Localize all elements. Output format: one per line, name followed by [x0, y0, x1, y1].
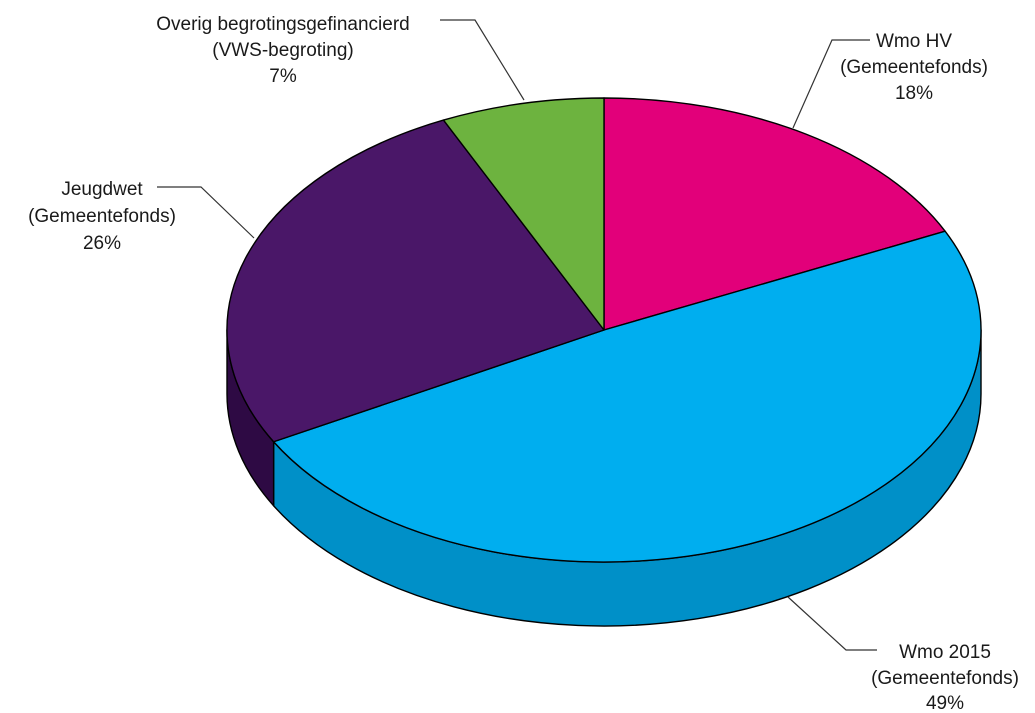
- leader-line-jeugdwet: [157, 186, 255, 239]
- pie-slice-jeugdwet: [226, 119, 605, 443]
- pie-slice-overig-begrotingsgefinancierd: [442, 97, 605, 331]
- label-wmo-hv-value: 18%: [895, 83, 933, 104]
- leader-line-wmo-2015: [787, 596, 877, 651]
- label-overig-value: 7%: [269, 66, 297, 87]
- pie-slice-wmo-hv: [603, 97, 946, 331]
- label-overig-name: Overig begrotingsgefinancierd: [156, 14, 410, 35]
- pie-tops: [226, 97, 982, 563]
- label-leaders: [157, 19, 877, 651]
- label-overig-sub: (VWS-begroting): [212, 40, 354, 61]
- pie-slice-wmo-2015: [272, 230, 982, 563]
- label-jeugdwet-sub: (Gemeentefonds): [28, 206, 176, 227]
- label-wmo-hv-name: Wmo HV: [876, 31, 952, 52]
- label-wmo-2015-name: Wmo 2015: [899, 642, 991, 663]
- leader-line-wmo-hv: [792, 39, 870, 129]
- label-wmo-2015-sub: (Gemeentefonds): [871, 668, 1019, 689]
- label-jeugdwet-name: Jeugdwet: [61, 179, 143, 200]
- label-wmo-hv-sub: (Gemeentefonds): [840, 57, 988, 78]
- label-wmo-2015-value: 49%: [926, 693, 964, 713]
- label-jeugdwet-value: 26%: [83, 233, 121, 254]
- leader-line-overig: [440, 19, 525, 101]
